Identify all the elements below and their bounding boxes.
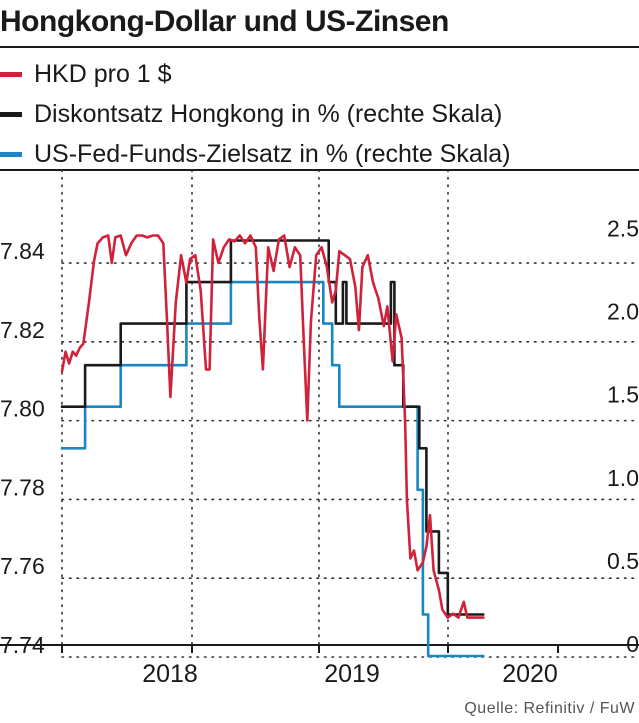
x-tick-label: 2018: [142, 660, 198, 688]
x-tick-label: 2020: [502, 660, 558, 688]
legend-label-hkd: HKD pro 1 $: [34, 59, 172, 88]
left-tick-label: 7.76: [0, 553, 45, 579]
series-line-discount: [60, 239, 485, 616]
right-tick-label: 1.5: [607, 382, 639, 408]
series-line-fed: [60, 280, 485, 658]
right-tick-label: 2.5: [607, 216, 639, 242]
legend-item-hkd: HKD pro 1 $: [0, 54, 172, 94]
line-chart: 7.847.827.807.787.767.742.52.01.51.00.50…: [0, 170, 639, 688]
left-tick-label: 7.80: [0, 396, 45, 422]
legend-item-fed: US-Fed-Funds-Zielsatz in % (rechte Skala…: [0, 134, 511, 174]
legend-label-fed: US-Fed-Funds-Zielsatz in % (rechte Skala…: [34, 139, 511, 168]
source-note: Quelle: Refinitiv / FuW: [464, 700, 635, 717]
right-tick-label: 0.5: [607, 548, 639, 574]
chart-title: Hongkong-Dollar und US-Zinsen: [0, 5, 449, 38]
left-tick-label: 7.84: [0, 238, 45, 264]
title-rule: [0, 46, 639, 48]
right-tick-label: 1.0: [607, 465, 639, 491]
legend-label-discount: Diskontsatz Hongkong in % (rechte Skala): [34, 99, 503, 128]
legend-swatch-discount: [0, 111, 22, 117]
left-tick-label: 7.82: [0, 317, 45, 343]
legend-item-discount: Diskontsatz Hongkong in % (rechte Skala): [0, 94, 502, 134]
legend-swatch-fed: [0, 151, 22, 157]
series-line-hkd: [60, 234, 485, 619]
x-tick-label: 2019: [324, 660, 380, 688]
right-tick-label: 2.0: [607, 299, 639, 325]
left-tick-label: 7.78: [0, 474, 45, 500]
legend-swatch-hkd: [0, 71, 22, 77]
